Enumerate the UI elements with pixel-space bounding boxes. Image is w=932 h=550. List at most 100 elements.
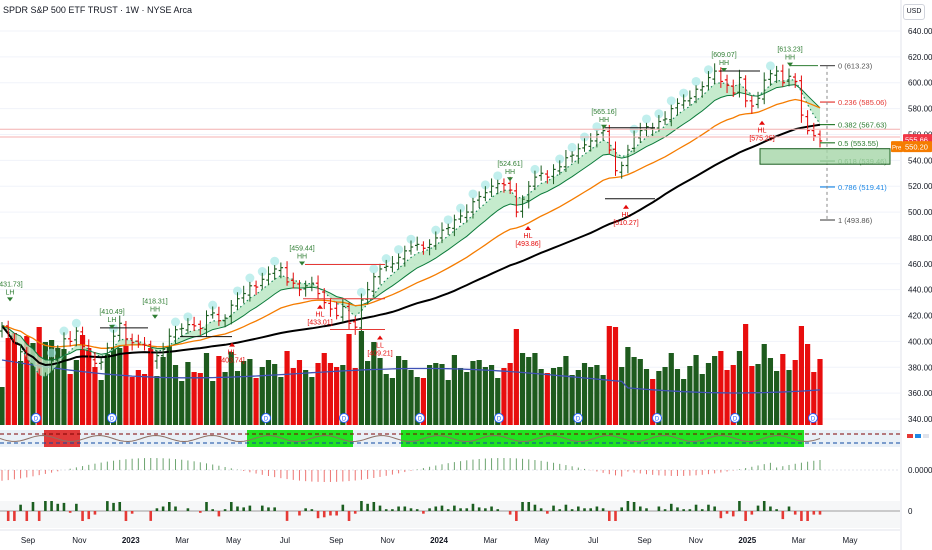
volume-bar <box>73 360 79 425</box>
hist-bar <box>409 508 413 511</box>
hist-bar <box>620 507 623 511</box>
hist-bar <box>614 511 617 521</box>
chart-title: SPDR S&P 500 ETF TRUST · 1W · NYSE Arca <box>3 5 193 15</box>
volume-bar <box>414 377 420 425</box>
volume-bar <box>67 374 73 425</box>
swing-high-arrow <box>721 68 727 73</box>
hist-bar <box>490 506 493 511</box>
volume-bar <box>687 366 693 425</box>
volume-bar <box>110 347 117 425</box>
volume-bar <box>625 347 631 425</box>
swing-low-price: [403.74] <box>219 358 244 365</box>
volume-bar <box>166 346 172 425</box>
x-tick-label: May <box>534 536 549 545</box>
volume-bar <box>265 360 272 425</box>
hh-bubble <box>59 326 69 336</box>
hist-bar <box>155 508 159 511</box>
hh-bubble <box>171 317 181 327</box>
hist-bar <box>62 502 66 511</box>
hh-bubble <box>431 225 441 235</box>
volume-bar <box>247 359 253 425</box>
dividend-marker <box>730 413 740 423</box>
hist-bar <box>570 509 574 511</box>
hist-bar <box>669 503 673 511</box>
dividend-letter: D <box>418 417 423 423</box>
hist-bar <box>762 501 766 511</box>
volume-bar <box>371 342 377 425</box>
hist-bar <box>707 504 710 511</box>
volume-bar <box>327 363 334 425</box>
hist-bar <box>391 509 394 511</box>
time-axis: Sep Nov 2023 Mar May Jul Sep Nov 2024 Mar May Jul Se… <box>21 536 858 545</box>
hist-bar <box>378 505 382 511</box>
volume-bar <box>358 331 365 425</box>
volume-bar <box>780 354 786 425</box>
y-tick-label: 380.00 <box>908 363 932 372</box>
volume-bar <box>619 367 625 425</box>
hh-bubbles <box>47 61 775 358</box>
x-tick-label: Nov <box>72 536 86 545</box>
hist-bar <box>446 509 450 511</box>
y-tick-label: 400.00 <box>908 337 932 346</box>
volume-bar <box>377 358 383 425</box>
hist-bar <box>484 508 487 511</box>
hh-bubble <box>480 180 490 190</box>
swing-low-price: [575.25] <box>749 136 774 143</box>
fibonacci: 0 (613.23) 0.236 (585.06) 0.382 (567.63) 0.… <box>759 62 891 225</box>
swing-high-tag: LH <box>6 289 15 296</box>
dividend-marker <box>31 413 41 423</box>
volume-ma-line <box>1 359 821 394</box>
hist-bar <box>577 506 580 511</box>
hist-bar <box>93 511 97 515</box>
swing-labels: [431.73]LH[410.49]LH[418.31]HH[459.44]HH… <box>0 47 803 365</box>
hist-bar <box>700 509 704 511</box>
band-legend-swatch <box>923 434 929 438</box>
volume-bar <box>129 377 135 425</box>
volume-bar <box>805 344 811 425</box>
dividend-marker <box>339 413 349 423</box>
volume-bar <box>538 369 544 425</box>
dividend-marker <box>573 413 583 423</box>
hist-bar <box>775 509 778 511</box>
hist-bar <box>322 511 326 518</box>
volume-bar <box>600 375 606 425</box>
y-tick-label: 500.00 <box>908 208 932 217</box>
hist-bar <box>806 511 809 521</box>
volume-bar <box>160 357 166 425</box>
x-tick-label: Jul <box>588 536 598 545</box>
hist-bar <box>50 501 53 511</box>
hist-bar <box>211 509 214 511</box>
hist-bar <box>217 511 221 517</box>
hist-bar <box>508 511 512 515</box>
volume-bar <box>123 346 129 425</box>
hist-bar <box>149 511 153 521</box>
x-tick-label: Jul <box>280 536 290 545</box>
swing-low-tag: HL <box>524 233 533 240</box>
hist-bar <box>731 511 735 517</box>
x-tick-label: Sep <box>21 536 36 545</box>
hh-bubble <box>406 234 416 244</box>
hist-bar <box>31 502 35 511</box>
volume-bar <box>631 357 637 425</box>
hist-bar <box>589 508 593 511</box>
hist-bar <box>676 507 679 511</box>
hist-bar <box>87 511 91 520</box>
swing-low-arrow <box>623 204 629 209</box>
hist-bar <box>781 511 785 520</box>
hist-value-label: 0 <box>908 507 913 516</box>
volume-bar <box>544 373 550 425</box>
grid <box>0 0 902 550</box>
volume-bar <box>637 359 643 425</box>
hh-bubble <box>555 154 565 164</box>
volume-bar <box>668 353 674 425</box>
volume-bar <box>612 327 619 425</box>
hist-bar <box>422 511 425 514</box>
currency-button[interactable]: USD <box>903 4 925 20</box>
hist-bar <box>434 506 438 511</box>
hist-bar <box>223 509 227 511</box>
osc-value-label: 0.0000 <box>908 466 932 475</box>
price-badge <box>903 141 932 153</box>
x-tick-label: 2025 <box>738 536 756 545</box>
